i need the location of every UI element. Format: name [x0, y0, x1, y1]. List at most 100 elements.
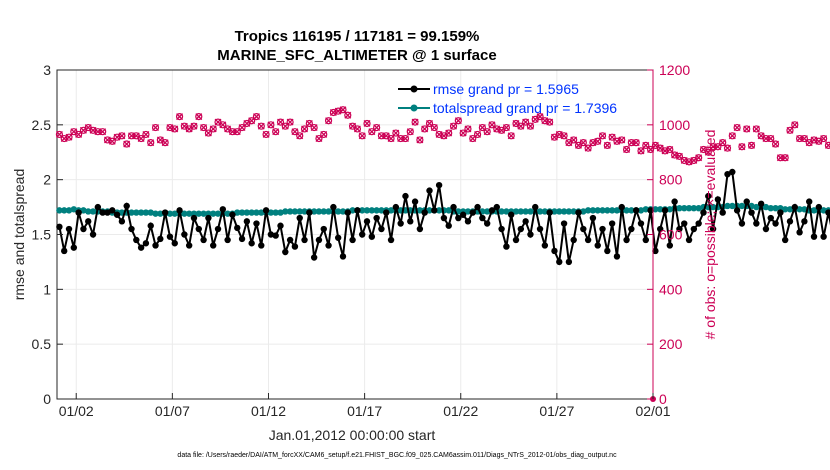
obs-evaluated-stroke	[277, 118, 284, 126]
obs-evaluated-stroke	[656, 144, 664, 152]
obs-evaluated-stroke	[603, 141, 611, 149]
rmse-point	[705, 192, 712, 200]
rmse-point	[825, 209, 830, 216]
rmse-point	[181, 231, 188, 238]
legend-rmse-marker	[410, 85, 418, 93]
obs-evaluated-marker	[243, 120, 251, 127]
totalspread-point	[224, 210, 231, 217]
obs-evaluated-stroke	[344, 111, 352, 119]
obs-possible-marker	[719, 139, 727, 147]
y-tick-label-right: 400	[659, 281, 683, 297]
totalspread-point	[282, 208, 289, 215]
rmse-point	[532, 203, 539, 211]
x-tick-label: 01/22	[443, 403, 478, 419]
rmse-point	[133, 236, 140, 244]
obs-possible-marker	[99, 128, 107, 136]
obs-evaluated-stroke	[373, 124, 381, 132]
obs-evaluated-stroke	[267, 121, 275, 129]
obs-evaluated-stroke	[166, 124, 174, 132]
obs-evaluated-stroke	[483, 128, 491, 136]
rmse-point	[753, 220, 760, 227]
obs-evaluated-stroke	[719, 139, 727, 147]
obs-evaluated-stroke	[728, 132, 736, 140]
obs-evaluated-stroke	[541, 117, 549, 125]
totalspread-point	[580, 208, 587, 215]
rmse-point	[676, 225, 683, 233]
rmse-point	[613, 253, 621, 260]
rmse-point	[157, 235, 164, 243]
obs-evaluated-stroke	[296, 132, 304, 140]
rmse-point	[234, 224, 241, 232]
x-axis-label: Jan.01,2012 00:00:00 start	[269, 427, 436, 443]
obs-possible-marker	[795, 134, 804, 143]
rmse-point	[306, 209, 313, 216]
rmse-point	[349, 236, 356, 244]
obs-evaluated-stroke	[325, 117, 333, 125]
obs-evaluated-stroke	[671, 151, 679, 159]
rmse-point	[551, 247, 558, 255]
rmse-point	[334, 234, 342, 241]
obs-possible-marker	[608, 133, 616, 141]
totalspread-point	[378, 207, 385, 214]
obs-evaluated-marker	[695, 154, 703, 162]
totalspread-point	[781, 206, 789, 213]
obs-evaluated-marker	[325, 117, 333, 125]
rmse-point	[801, 218, 808, 225]
obs-possible-marker	[300, 125, 309, 133]
obs-evaluated-marker	[209, 125, 217, 133]
obs-evaluated-stroke	[123, 140, 131, 148]
rmse-point	[421, 209, 428, 216]
totalspread-point	[604, 207, 611, 214]
obs-evaluated-stroke	[642, 141, 650, 149]
totalspread-point	[243, 209, 251, 216]
obs-evaluated-marker	[815, 137, 823, 145]
totalspread-point	[681, 204, 688, 212]
rmse-point	[599, 225, 606, 233]
obs-evaluated-marker	[286, 118, 294, 126]
obs-possible-marker	[767, 134, 775, 143]
totalspread-point	[152, 210, 159, 217]
obs-possible-marker	[55, 130, 64, 139]
obs-evaluated-marker	[430, 124, 438, 132]
rmse-point	[277, 222, 284, 229]
obs-evaluated-marker	[373, 124, 381, 132]
rmse-point	[113, 211, 121, 218]
obs-possible-marker	[743, 125, 751, 133]
rmse-point	[219, 206, 227, 213]
obs-evaluated-marker	[671, 151, 679, 159]
obs-possible-marker	[392, 129, 400, 137]
rmse-point	[527, 231, 534, 238]
totalspread-point	[599, 207, 606, 214]
obs-possible-marker	[320, 130, 328, 139]
obs-evaluated-stroke	[767, 135, 775, 143]
rmse-point	[594, 242, 601, 249]
totalspread-point	[522, 208, 529, 215]
obs-evaluated-marker	[435, 130, 443, 138]
obs-possible-marker	[598, 132, 607, 140]
obs-possible-marker	[296, 132, 304, 140]
totalspread-point	[286, 208, 294, 215]
y-tick-label-right: 1200	[659, 62, 690, 78]
totalspread-point	[426, 207, 433, 214]
rmse-point	[796, 229, 803, 236]
obs-evaluated-stroke	[565, 139, 573, 147]
obs-possible-marker	[75, 130, 83, 139]
obs-evaluated-stroke	[190, 122, 198, 130]
totalspread-point	[729, 202, 736, 210]
obs-evaluated-stroke	[700, 146, 707, 153]
obs-evaluated-stroke	[680, 157, 688, 164]
rmse-point	[411, 198, 419, 205]
totalspread-point	[315, 208, 323, 215]
rmse-point	[488, 207, 496, 214]
obs-possible-marker	[209, 125, 217, 133]
obs-possible-marker	[603, 141, 611, 149]
obs-evaluated-marker	[748, 141, 755, 149]
rmse-point	[65, 225, 73, 233]
rmse-point	[445, 222, 452, 229]
totalspread-point	[190, 210, 198, 217]
obs-evaluated-marker	[752, 125, 760, 133]
totalspread-point	[762, 203, 770, 211]
obs-evaluated-stroke	[450, 122, 457, 130]
rmse-point	[104, 209, 111, 216]
totalspread-point	[527, 208, 534, 215]
